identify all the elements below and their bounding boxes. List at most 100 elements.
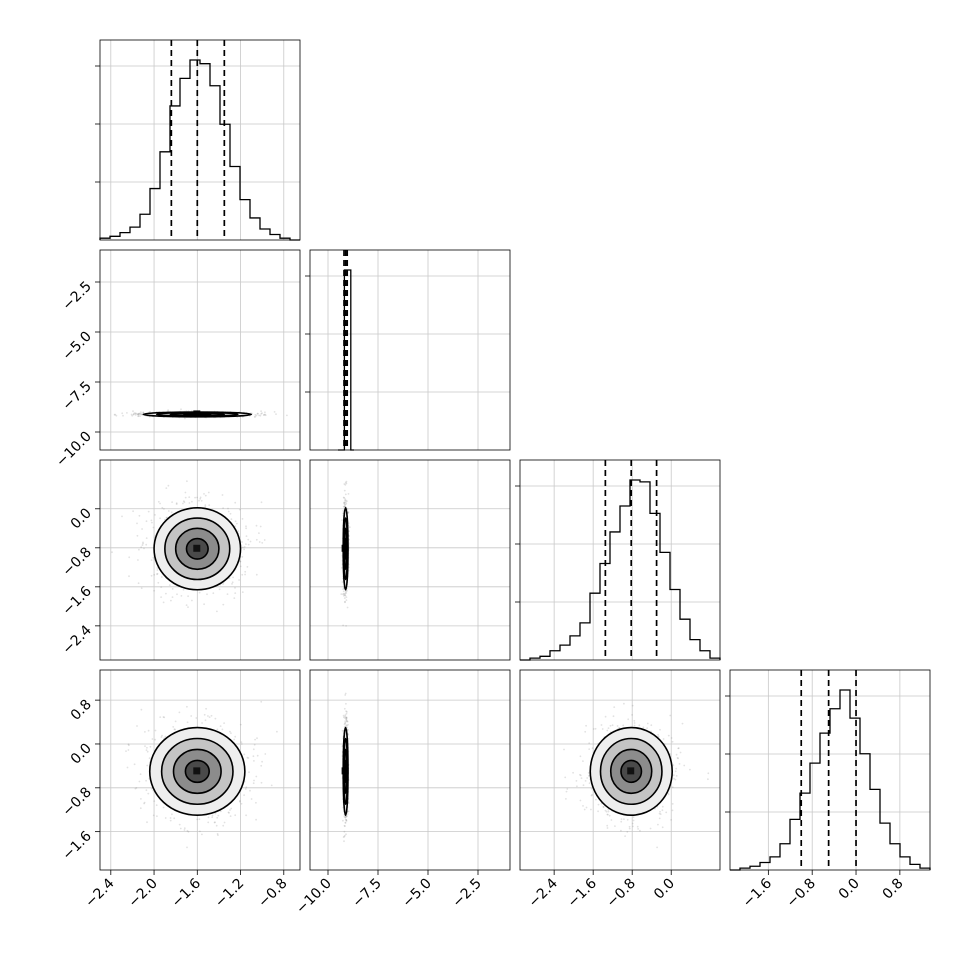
scatter-point	[203, 713, 206, 716]
scatter-point	[261, 760, 263, 763]
scatter-point	[139, 413, 142, 415]
panel-frame	[309, 669, 511, 871]
scatter-point	[216, 728, 219, 731]
scatter-point	[146, 764, 149, 767]
scatter-point	[241, 541, 243, 543]
scatter-point	[188, 496, 191, 498]
scatter-point	[238, 800, 241, 803]
scatter-point	[211, 816, 214, 819]
scatter-point	[620, 818, 623, 820]
scatter-point	[206, 593, 208, 596]
scatter-point	[343, 505, 346, 508]
scatter-point	[234, 735, 237, 738]
scatter-point	[345, 702, 347, 705]
pair-panel-0-1	[99, 249, 301, 451]
contour-line	[174, 527, 220, 571]
scatter-point	[344, 503, 347, 506]
scatter-point	[146, 821, 148, 824]
scatter-point	[140, 798, 142, 800]
scatter-point	[182, 502, 184, 505]
scatter-point	[342, 714, 345, 717]
scatter-point	[584, 730, 587, 733]
scatter-point	[637, 828, 639, 830]
scatter-point	[216, 816, 219, 819]
scatter-point	[245, 543, 247, 545]
contour-line	[344, 537, 348, 560]
scatter-point	[153, 800, 156, 802]
scatter-point	[679, 751, 682, 754]
scatter-point	[342, 594, 345, 597]
scatter-point	[208, 504, 211, 506]
scatter-point	[146, 750, 149, 753]
scatter-point	[239, 560, 242, 563]
scatter-point	[188, 502, 191, 504]
scatter-point	[672, 774, 675, 777]
scatter-point	[276, 730, 278, 733]
scatter-point	[341, 567, 343, 569]
scatter-point	[253, 743, 256, 746]
scatter-point	[115, 414, 118, 417]
scatter-point	[165, 516, 168, 519]
contour-line	[164, 517, 231, 581]
scatter-point	[238, 579, 241, 581]
scatter-point	[152, 814, 155, 817]
scatter-point	[184, 496, 187, 499]
scatter-point	[232, 576, 235, 579]
scatter-point	[174, 728, 177, 731]
scatter-point	[239, 723, 242, 726]
scatter-point	[213, 821, 216, 824]
scatter-point	[138, 548, 140, 551]
scatter-point	[342, 836, 345, 838]
scatter-point	[576, 785, 578, 788]
scatter-point	[245, 786, 248, 789]
scatter-point	[256, 412, 259, 415]
scatter-point	[344, 600, 346, 603]
scatter-point	[143, 802, 146, 805]
scatter-point	[241, 556, 244, 558]
scatter-point	[249, 540, 252, 543]
scatter-point	[244, 788, 247, 790]
scatter-point	[257, 412, 259, 415]
scatter-point	[342, 593, 344, 596]
scatter-point	[131, 414, 134, 417]
scatter-point	[234, 525, 237, 527]
scatter-point	[216, 833, 219, 835]
scatter-point	[255, 775, 258, 778]
scatter-point	[169, 817, 172, 819]
scatter-point	[345, 599, 348, 601]
scatter-point	[254, 415, 257, 418]
scatter-point	[236, 522, 238, 525]
scatter-point	[674, 778, 677, 781]
scatter-point	[246, 756, 249, 759]
scatter-point	[145, 779, 148, 782]
scatter-point	[183, 827, 186, 830]
contour-line	[184, 759, 210, 784]
scatter-point	[343, 489, 346, 492]
scatter-point	[343, 835, 346, 838]
scatter-point	[626, 818, 629, 821]
scatter-point	[207, 491, 210, 494]
scatter-point	[171, 596, 174, 598]
scatter-point	[186, 705, 188, 708]
scatter-point	[204, 504, 207, 507]
scatter-point	[183, 501, 186, 504]
scatter-point	[239, 560, 242, 563]
scatter-point	[240, 802, 243, 805]
scatter-point	[191, 500, 193, 503]
scatter-point	[669, 714, 672, 717]
scatter-point	[138, 413, 141, 416]
scatter-point	[226, 593, 229, 595]
scatter-point	[246, 566, 249, 568]
scatter-point	[126, 766, 129, 769]
scatter-point	[344, 834, 346, 837]
scatter-point	[237, 530, 240, 532]
scatter-point	[175, 503, 178, 505]
scatter-point	[154, 729, 157, 732]
scatter-point	[214, 717, 217, 720]
scatter-point	[132, 413, 135, 415]
scatter-point	[346, 606, 349, 609]
scatter-point	[233, 738, 236, 741]
scatter-point	[163, 508, 165, 510]
scatter-point	[150, 574, 153, 577]
scatter-point	[159, 517, 162, 520]
